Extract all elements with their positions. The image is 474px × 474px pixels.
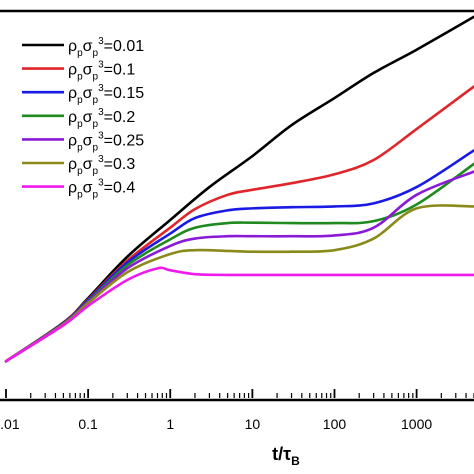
x-tick-label: 100 [323, 416, 347, 432]
x-axis-title: t/τB [272, 444, 300, 468]
legend-label: ρpσp3=0.1 [68, 60, 135, 83]
x-tick-label: 1000 [401, 416, 432, 432]
legend-label: ρpσp3=0.4 [68, 178, 135, 201]
legend-item: ρpσp3=0.1 [22, 60, 135, 83]
legend-item: ρpσp3=0.3 [22, 154, 135, 177]
legend-item: ρpσp3=0.2 [22, 107, 135, 130]
x-tick-label: 0.1 [78, 416, 98, 432]
legend: ρpσp3=0.01ρpσp3=0.1ρpσp3=0.15ρpσp3=0.2ρp… [22, 36, 144, 201]
legend-item: ρpσp3=0.25 [22, 130, 144, 153]
series-line-0-4 [4, 266, 474, 363]
series-layer [4, 15, 474, 363]
legend-label: ρpσp3=0.01 [68, 36, 144, 59]
x-axis-ticks: 0.01 0.1 1 10 100 1000 [0, 389, 474, 432]
legend-label: ρpσp3=0.3 [68, 154, 135, 177]
x-tick-label: 1 [166, 416, 174, 432]
x-tick-label: 10 [245, 416, 261, 432]
x-tick-label: 0.01 [0, 416, 20, 432]
legend-label: ρpσp3=0.25 [68, 130, 144, 153]
legend-label: ρpσp3=0.15 [68, 83, 144, 106]
legend-label: ρpσp3=0.2 [68, 107, 135, 130]
plot-frame [0, 9, 474, 402]
series-line-0-3 [4, 204, 474, 363]
legend-item: ρpσp3=0.15 [22, 83, 144, 106]
legend-item: ρpσp3=0.4 [22, 178, 135, 201]
legend-item: ρpσp3=0.01 [22, 36, 144, 59]
